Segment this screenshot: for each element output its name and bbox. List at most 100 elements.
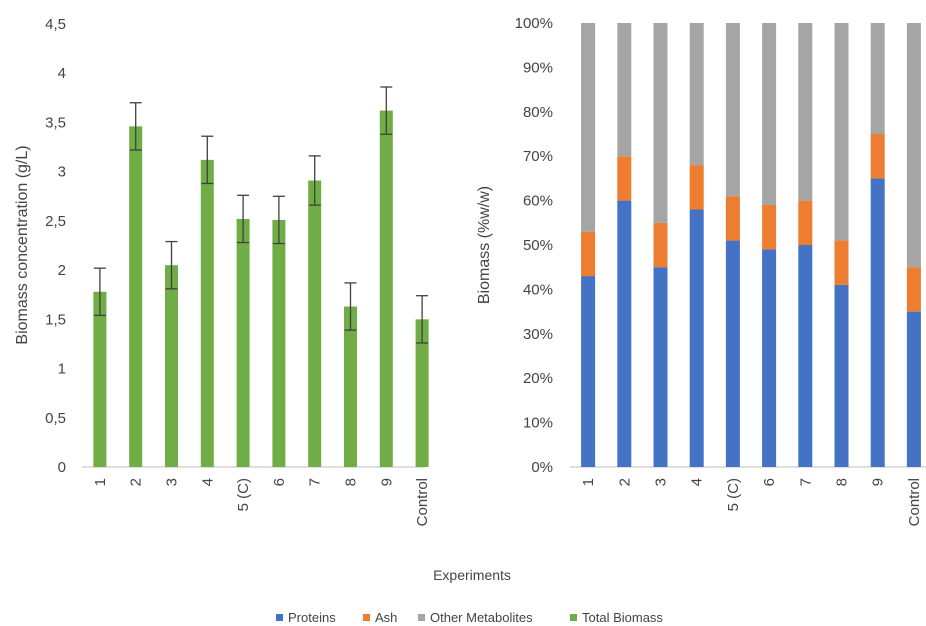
left-bar (344, 306, 357, 467)
legend-swatch (570, 614, 577, 621)
stack-segment-other-metabolites (653, 23, 668, 223)
error-bar (93, 267, 106, 317)
right-x-tick-label: 4 (689, 478, 706, 486)
right-y-ticks: 0% 10% 20% 30% 40% 50% 60% 70% 80% 90% 100% (515, 15, 553, 476)
stack-segment-proteins (653, 267, 668, 467)
legend-item: Proteins (276, 610, 336, 625)
right-x-tick-label: 7 (797, 478, 814, 486)
error-bar (201, 135, 214, 185)
right-x-tick-label: 1 (580, 478, 597, 486)
error-bar (272, 195, 285, 245)
stack-segment-other-metabolites (617, 23, 632, 157)
left-x-ticks: 1 2 3 4 5 (C) 6 7 8 9 Control (92, 478, 431, 526)
legend-label: Ash (375, 610, 397, 625)
error-bar (165, 240, 178, 290)
right-chart: 0% 10% 20% 30% 40% 50% 60% 70% 80% 90% 100% Biomas… (476, 15, 926, 526)
left-x-tick-label: 6 (271, 478, 288, 486)
left-y-tick-label: 1,5 (45, 311, 66, 328)
stack-segment-other-metabolites (581, 23, 596, 232)
legend-swatch (418, 614, 425, 621)
right-y-tick-label: 60% (523, 193, 553, 210)
right-y-tick-label: 30% (523, 326, 553, 343)
stack-segment-other-metabolites (834, 23, 849, 241)
right-x-tick-label: 3 (653, 478, 670, 486)
stack-segment-ash (725, 196, 740, 241)
stack-segment-other-metabolites (725, 23, 740, 197)
left-bar (272, 219, 286, 467)
left-bar (200, 159, 214, 467)
right-x-tick-label: Control (906, 478, 923, 526)
stack-segment-other-metabolites (906, 23, 921, 268)
x-axis-title: Experiments (433, 567, 511, 583)
stack-segment-ash (834, 240, 849, 285)
left-bar (93, 291, 107, 467)
stack-segment-ash (653, 222, 668, 268)
stack-segment-proteins (798, 245, 813, 467)
stack-segment-ash (762, 205, 777, 250)
left-bar (308, 180, 322, 467)
legend-label: Proteins (288, 610, 336, 625)
right-y-tick-label: 40% (523, 281, 553, 298)
left-x-tick-label: 9 (378, 478, 395, 486)
right-y-tick-label: 20% (523, 370, 553, 387)
legend-label: Other Metabolites (430, 610, 533, 625)
stack-segment-ash (617, 156, 632, 201)
right-y-tick-label: 50% (523, 237, 553, 254)
left-y-tick-label: 0 (58, 459, 66, 476)
stack-segment-proteins (581, 276, 596, 467)
left-x-tick-label: 8 (343, 478, 360, 486)
stack-segment-ash (581, 231, 596, 277)
right-y-tick-label: 80% (523, 104, 553, 121)
stack-segment-ash (689, 165, 704, 210)
legend-item: Total Biomass (570, 610, 663, 625)
left-bar (165, 265, 178, 467)
right-y-tick-label: 90% (523, 59, 553, 76)
left-bars (93, 86, 429, 468)
left-x-tick-label: 4 (199, 478, 216, 486)
stack-segment-other-metabolites (798, 23, 813, 201)
right-y-axis-title: Biomass (%w/w) (476, 186, 493, 304)
stack-segment-ash (906, 267, 921, 312)
error-bar (380, 86, 393, 135)
legend-swatch (363, 614, 370, 621)
right-x-tick-label: 2 (616, 478, 633, 486)
stack-segment-ash (870, 134, 885, 179)
left-x-tick-label: 2 (128, 478, 145, 486)
left-y-tick-label: 0,5 (45, 410, 66, 427)
error-bar (129, 102, 142, 151)
legend: Proteins Ash Other Metabolites Total Biomas… (276, 610, 663, 625)
right-y-tick-label: 70% (523, 148, 553, 165)
legend-swatch (276, 614, 283, 621)
error-bar (308, 155, 321, 206)
left-chart: 0 0,5 1 1,5 2 2,5 3 3,5 4 4,5 Biomass concentrati… (14, 16, 431, 526)
right-y-tick-label: 0% (531, 459, 553, 476)
stack-segment-proteins (617, 200, 632, 467)
right-x-tick-label: 5 (C) (725, 478, 742, 511)
error-bar (237, 194, 250, 244)
right-x-tick-label: 8 (834, 478, 851, 486)
left-y-tick-label: 3 (58, 164, 66, 181)
stack-segment-proteins (725, 240, 740, 467)
legend-item: Ash (363, 610, 397, 625)
left-x-tick-label: 7 (307, 478, 324, 486)
stack-segment-proteins (689, 209, 704, 468)
right-bars (581, 23, 921, 468)
left-y-tick-label: 1 (58, 361, 66, 378)
right-y-tick-label: 100% (515, 15, 553, 32)
stack-segment-proteins (834, 284, 849, 467)
error-bar (416, 295, 429, 344)
left-y-tick-label: 4 (58, 65, 66, 82)
error-bar (344, 282, 357, 331)
left-x-tick-label: Control (414, 478, 431, 526)
stack-segment-other-metabolites (762, 23, 777, 206)
left-y-ticks: 0 0,5 1 1,5 2 2,5 3 3,5 4 4,5 (45, 16, 66, 476)
left-y-tick-label: 2,5 (45, 213, 66, 230)
left-x-tick-label: 5 (C) (235, 478, 252, 511)
left-bar (415, 319, 429, 467)
right-y-tick-label: 10% (523, 415, 553, 432)
left-y-axis-title: Biomass concentration (g/L) (14, 145, 31, 344)
legend-label: Total Biomass (582, 610, 663, 625)
right-x-tick-label: 6 (761, 478, 778, 486)
right-x-ticks: 1 2 3 4 5 (C) 6 7 8 9 Control (580, 478, 923, 526)
stack-segment-other-metabolites (689, 23, 704, 166)
